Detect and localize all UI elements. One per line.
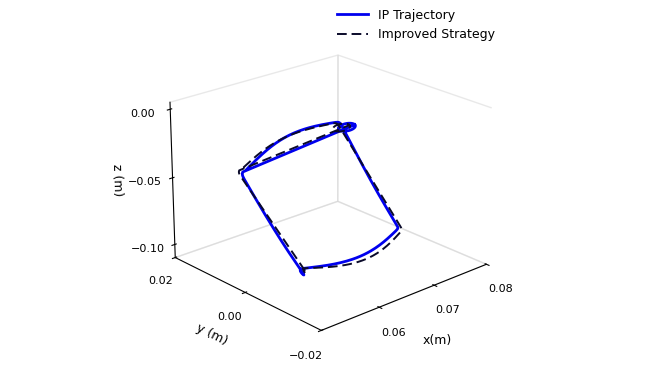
Legend: IP Trajectory, Improved Strategy: IP Trajectory, Improved Strategy (332, 4, 500, 46)
X-axis label: x(m): x(m) (423, 334, 452, 347)
Y-axis label: y (m): y (m) (194, 322, 230, 348)
